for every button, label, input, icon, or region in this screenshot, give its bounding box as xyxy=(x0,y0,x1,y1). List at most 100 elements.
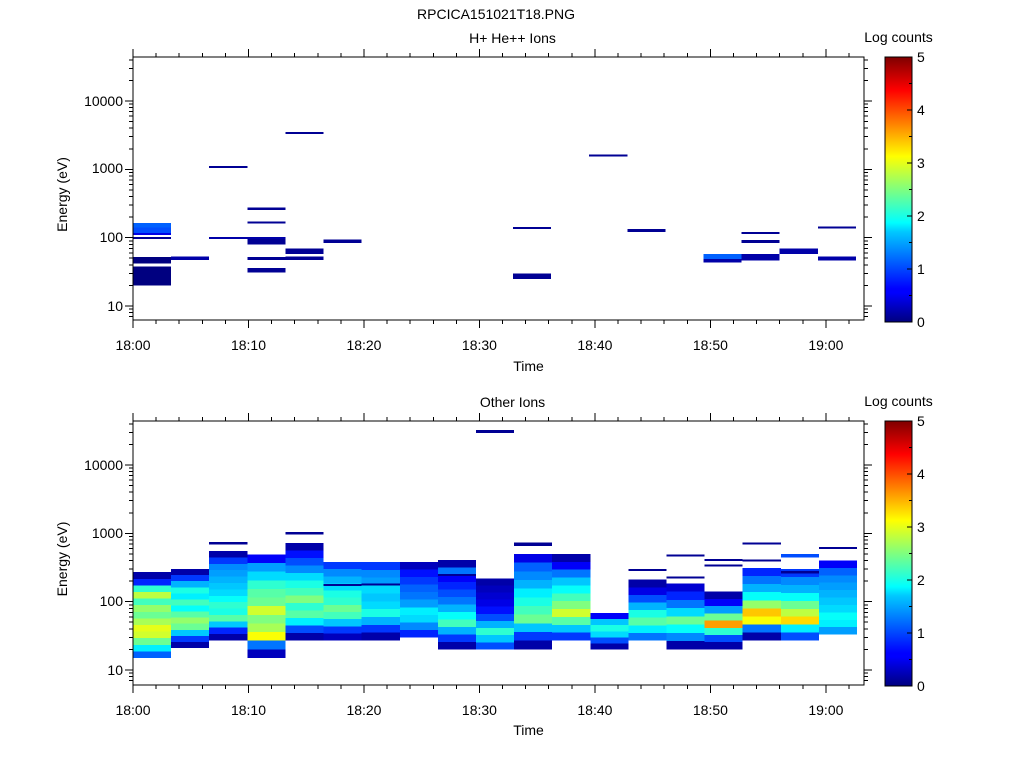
heatmap-cell xyxy=(133,624,172,632)
x-tick-label: 18:30 xyxy=(462,702,497,718)
heatmap-cell xyxy=(247,554,286,564)
heatmap-cell xyxy=(475,430,515,433)
heatmap-cell xyxy=(209,576,248,584)
heatmap-cell xyxy=(285,633,324,641)
colorbar-title: Log counts xyxy=(864,29,933,45)
heatmap-cell xyxy=(590,631,629,638)
heatmap-cell xyxy=(209,165,248,168)
heatmap-cell xyxy=(742,608,781,617)
heatmap-cell xyxy=(285,595,324,604)
heatmap-cell xyxy=(552,616,591,625)
heatmap-cell xyxy=(133,236,172,240)
heatmap-cell xyxy=(514,640,553,650)
heatmap-cell xyxy=(323,583,362,591)
heatmap-cell xyxy=(171,593,210,600)
heatmap-cell xyxy=(704,598,743,607)
heatmap-cell xyxy=(666,591,705,600)
heatmap-cell xyxy=(209,595,248,603)
heatmap-cell xyxy=(780,553,819,558)
heatmap-cell xyxy=(285,558,324,566)
heatmap-cell xyxy=(590,625,629,632)
heatmap-cell xyxy=(133,227,172,233)
heatmap-cell xyxy=(780,632,819,641)
heatmap-cell xyxy=(475,585,515,593)
heatmap-cell xyxy=(247,257,286,261)
heatmap-cell xyxy=(666,583,705,592)
heatmap-cell xyxy=(209,563,248,571)
heatmap-cell xyxy=(171,587,210,594)
y-tick-label: 10000 xyxy=(84,93,123,109)
x-tick-label: 18:10 xyxy=(231,702,266,718)
heatmap-cell xyxy=(133,651,172,658)
y-tick-label: 100 xyxy=(100,593,124,609)
heatmap-cell xyxy=(704,564,743,567)
heatmap-cell xyxy=(666,641,705,650)
heatmap-cell xyxy=(209,570,248,577)
heatmap-cell xyxy=(742,568,781,577)
heatmap-cell xyxy=(627,228,666,232)
heatmap-cell xyxy=(514,588,553,598)
colorbar-tick-label: 1 xyxy=(917,625,925,641)
heatmap-cell xyxy=(437,573,476,576)
heatmap-cell xyxy=(475,613,515,621)
heatmap-cell xyxy=(399,562,438,570)
heatmap-cell xyxy=(323,619,362,627)
heatmap-cell xyxy=(475,606,515,614)
heatmap-cell xyxy=(285,580,324,589)
x-axis-title: Time xyxy=(513,358,544,374)
plot-frame xyxy=(132,420,865,686)
heatmap-cell xyxy=(666,599,705,609)
heatmap-cell xyxy=(703,258,742,263)
heatmap-cell xyxy=(399,569,438,578)
heatmap-cell xyxy=(247,597,286,607)
heatmap-cell xyxy=(171,629,210,636)
heatmap-cell xyxy=(247,207,286,210)
x-tick-label: 18:10 xyxy=(231,337,266,353)
y-tick-label: 1000 xyxy=(92,160,123,176)
heatmap-cell xyxy=(475,642,515,650)
heatmap-cell xyxy=(209,608,248,615)
heatmap-cell xyxy=(628,617,667,626)
heatmap-cell xyxy=(171,605,210,612)
heatmap-cell xyxy=(171,575,210,582)
y-tick-label: 10 xyxy=(107,662,123,678)
heatmap-cell xyxy=(323,569,362,577)
heatmap-cell xyxy=(437,627,476,635)
heatmap-cell xyxy=(704,606,743,614)
heatmap-cell xyxy=(590,619,629,626)
panel-title: Other Ions xyxy=(480,394,545,410)
heatmap-cell xyxy=(742,592,781,601)
x-tick-label: 18:00 xyxy=(115,702,150,718)
heatmap-cell xyxy=(628,579,667,588)
x-tick-label: 18:20 xyxy=(346,702,381,718)
heatmap-cell xyxy=(437,597,476,605)
heatmap-cell xyxy=(285,550,324,559)
heatmap-cell xyxy=(323,239,362,243)
heatmap-cell xyxy=(133,605,172,612)
heatmap-cell xyxy=(285,532,324,535)
heatmap-cell xyxy=(742,576,781,585)
heatmap-cell xyxy=(247,238,286,245)
heatmap-cell xyxy=(780,577,819,585)
heatmap-cell xyxy=(552,569,591,578)
heatmap-cell xyxy=(703,253,742,259)
heatmap-cell xyxy=(628,632,667,641)
heatmap-cell xyxy=(666,624,705,633)
heatmap-cell xyxy=(552,601,591,610)
heatmap-cell xyxy=(437,582,476,590)
heatmap-cell xyxy=(475,578,515,586)
heatmap-cell xyxy=(133,266,172,271)
colorbar-tick-label: 4 xyxy=(917,102,925,118)
colorbar-tick-label: 2 xyxy=(917,208,925,224)
heatmap-cell xyxy=(171,611,210,618)
heatmap-cell xyxy=(514,597,553,607)
colorbar: 0 1 2 3 4 5 Log counts xyxy=(864,29,933,330)
x-axis-title: Time xyxy=(513,722,544,738)
heatmap-cell xyxy=(285,573,324,581)
colorbar-tick-label: 2 xyxy=(917,572,925,588)
heatmap-cell xyxy=(590,643,629,650)
heatmap-cell xyxy=(399,584,438,593)
heatmap-cell xyxy=(818,547,858,550)
x-axis: 18:00 18:10 18:20 18:30 18:40 18:50 19:00 Time xyxy=(115,413,850,738)
y-axis-title: Energy (eV) xyxy=(54,157,70,232)
